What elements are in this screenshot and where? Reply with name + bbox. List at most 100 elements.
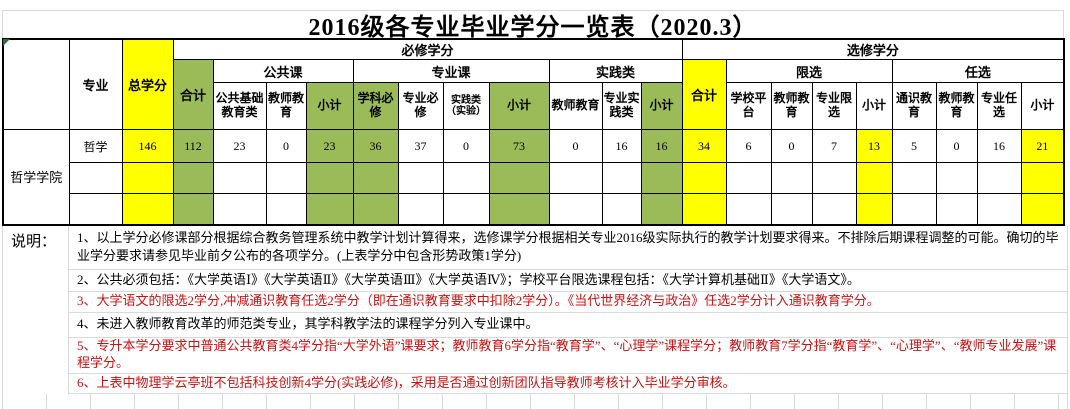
empty-cell[interactable] <box>770 193 813 225</box>
cell-major-required[interactable]: 37 <box>397 129 444 163</box>
cell-limited-subtotal[interactable]: 13 <box>855 129 893 163</box>
col-header-public-basic-education[interactable]: 公共基础教育类 <box>212 82 267 130</box>
col-header-practice-experiment[interactable]: 实践类（实验） <box>442 82 490 130</box>
cell-free-teacher[interactable]: 0 <box>935 129 978 163</box>
empty-cell[interactable] <box>352 162 399 194</box>
empty-cell[interactable] <box>891 162 937 194</box>
cell-practice-teacher[interactable]: 0 <box>548 129 603 163</box>
empty-cell[interactable] <box>855 193 893 225</box>
major-course-group-header[interactable]: 专业课 <box>352 59 550 83</box>
public-course-group-header[interactable]: 公共课 <box>212 59 354 83</box>
cell-major-subtotal[interactable]: 73 <box>488 129 550 163</box>
empty-cell[interactable] <box>442 193 490 225</box>
cell-required-total[interactable]: 112 <box>172 129 214 163</box>
cell-limited-teacher[interactable]: 0 <box>770 129 813 163</box>
empty-cell[interactable] <box>1020 193 1065 225</box>
empty-cell[interactable] <box>548 162 603 194</box>
cell-elective-total[interactable]: 34 <box>681 129 727 163</box>
empty-cell[interactable] <box>488 162 550 194</box>
notes-label[interactable]: 说明： <box>3 225 69 394</box>
col-header-major-limited[interactable]: 专业限选 <box>811 82 857 130</box>
col-header-major-subtotal[interactable]: 小计 <box>488 82 550 130</box>
empty-cell[interactable] <box>811 193 857 225</box>
empty-cell[interactable] <box>935 162 978 194</box>
empty-cell[interactable] <box>548 193 603 225</box>
note-5[interactable]: 5、专升本学分要求中普通公共教育类4学分指“大学外语”课要求；教师教育6学分指“… <box>69 338 1067 374</box>
required-total-header-cell[interactable]: 合计 <box>172 59 214 130</box>
empty-cell[interactable] <box>212 162 267 194</box>
empty-cell[interactable] <box>68 162 123 194</box>
cell-general-education[interactable]: 5 <box>891 129 937 163</box>
empty-cell[interactable] <box>172 193 214 225</box>
elective-credits-section-header[interactable]: 选修学分 <box>681 38 1065 60</box>
empty-cell[interactable] <box>935 193 978 225</box>
col-header-practice-subtotal[interactable]: 小计 <box>640 82 683 130</box>
col-header-free-teacher-education[interactable]: 教师教育 <box>935 82 978 130</box>
col-header-general-education[interactable]: 通识教育 <box>891 82 937 130</box>
empty-cell[interactable] <box>397 193 444 225</box>
empty-cell[interactable] <box>640 193 683 225</box>
cell-practice-subtotal[interactable]: 16 <box>640 129 683 163</box>
major-name-cell[interactable]: 哲学 <box>68 129 123 163</box>
required-credits-section-header[interactable]: 必修学分 <box>172 38 683 60</box>
note-4[interactable]: 4、未进入教师教育改革的师范类专业，其学科教学法的课程学分列入专业课中。 <box>69 313 1067 338</box>
empty-cell[interactable] <box>121 193 174 225</box>
col-header-major-required[interactable]: 专业必修 <box>397 82 444 130</box>
col-header-teacher-education[interactable]: 教师教育 <box>265 82 307 130</box>
empty-cell[interactable] <box>397 162 444 194</box>
empty-cell[interactable] <box>811 162 857 194</box>
empty-cell[interactable] <box>601 162 642 194</box>
cell-subject-required[interactable]: 36 <box>352 129 399 163</box>
empty-gridline-row[interactable] <box>2 393 1068 409</box>
empty-cell[interactable] <box>681 193 727 225</box>
empty-cell[interactable] <box>305 162 354 194</box>
empty-cell[interactable] <box>212 193 267 225</box>
empty-cell[interactable] <box>976 193 1022 225</box>
note-3[interactable]: 3、大学语文的限选2学分,冲减通识教育任选2学分（即在通识教育要求中扣除2学分）… <box>69 292 1067 313</box>
empty-cell[interactable] <box>352 193 399 225</box>
cell-total[interactable]: 146 <box>121 129 174 163</box>
empty-cell[interactable] <box>855 162 893 194</box>
empty-cell[interactable] <box>681 162 727 194</box>
major-header-cell[interactable]: 专业 <box>68 38 123 130</box>
col-header-limited-subtotal[interactable]: 小计 <box>855 82 893 130</box>
col-header-limited-teacher-education[interactable]: 教师教育 <box>770 82 813 130</box>
empty-cell[interactable] <box>725 162 772 194</box>
title-cell[interactable]: 2016级各专业毕业学分一览表（2020.3） <box>2 10 1064 41</box>
empty-cell[interactable] <box>488 193 550 225</box>
col-header-public-subtotal[interactable]: 小计 <box>305 82 354 130</box>
col-header-school-platform[interactable]: 学校平台 <box>725 82 772 130</box>
cell-major-limited[interactable]: 7 <box>811 129 857 163</box>
note-2[interactable]: 2、公共必须包括：《大学英语Ⅰ》《大学英语Ⅱ》《大学英语Ⅲ》《大学英语Ⅳ》；学校… <box>69 270 1067 292</box>
col-header-practice-teacher-education[interactable]: 教师教育 <box>548 82 603 130</box>
practice-group-header[interactable]: 实践类 <box>548 59 683 83</box>
empty-cell[interactable] <box>725 193 772 225</box>
empty-cell[interactable] <box>442 162 490 194</box>
col-header-major-practice[interactable]: 专业实践类 <box>601 82 642 130</box>
cell-major-free[interactable]: 16 <box>976 129 1022 163</box>
empty-cell[interactable] <box>1020 162 1065 194</box>
empty-cell[interactable] <box>976 162 1022 194</box>
cell-public-subtotal[interactable]: 23 <box>305 129 354 163</box>
empty-cell[interactable] <box>68 193 123 225</box>
elective-total-header-cell[interactable]: 合计 <box>681 59 727 130</box>
empty-cell[interactable] <box>640 162 683 194</box>
cell-free-subtotal[interactable]: 21 <box>1020 129 1065 163</box>
note-1[interactable]: 1、以上学分必修课部分根据综合教务管理系统中教学计划计算得来，选修课学分根据相关… <box>69 226 1067 270</box>
college-header-cell[interactable] <box>2 38 70 130</box>
empty-cell[interactable] <box>770 162 813 194</box>
cell-practice-experiment[interactable]: 0 <box>442 129 490 163</box>
empty-cell[interactable] <box>172 162 214 194</box>
cell-school-platform[interactable]: 6 <box>725 129 772 163</box>
limited-elective-group-header[interactable]: 限选 <box>725 59 893 83</box>
empty-cell[interactable] <box>601 193 642 225</box>
cell-public-teacher[interactable]: 0 <box>265 129 307 163</box>
empty-cell[interactable] <box>891 193 937 225</box>
empty-cell[interactable] <box>265 193 307 225</box>
note-6[interactable]: 6、上表中物理学云亭班不包括科技创新4学分(实践必修)，采用是否通过创新团队指导… <box>69 374 1067 394</box>
total-credits-header-cell[interactable]: 总学分 <box>121 38 174 130</box>
empty-cell[interactable] <box>121 162 174 194</box>
free-elective-group-header[interactable]: 任选 <box>891 59 1065 83</box>
empty-cell[interactable] <box>265 162 307 194</box>
cell-major-practice[interactable]: 16 <box>601 129 642 163</box>
